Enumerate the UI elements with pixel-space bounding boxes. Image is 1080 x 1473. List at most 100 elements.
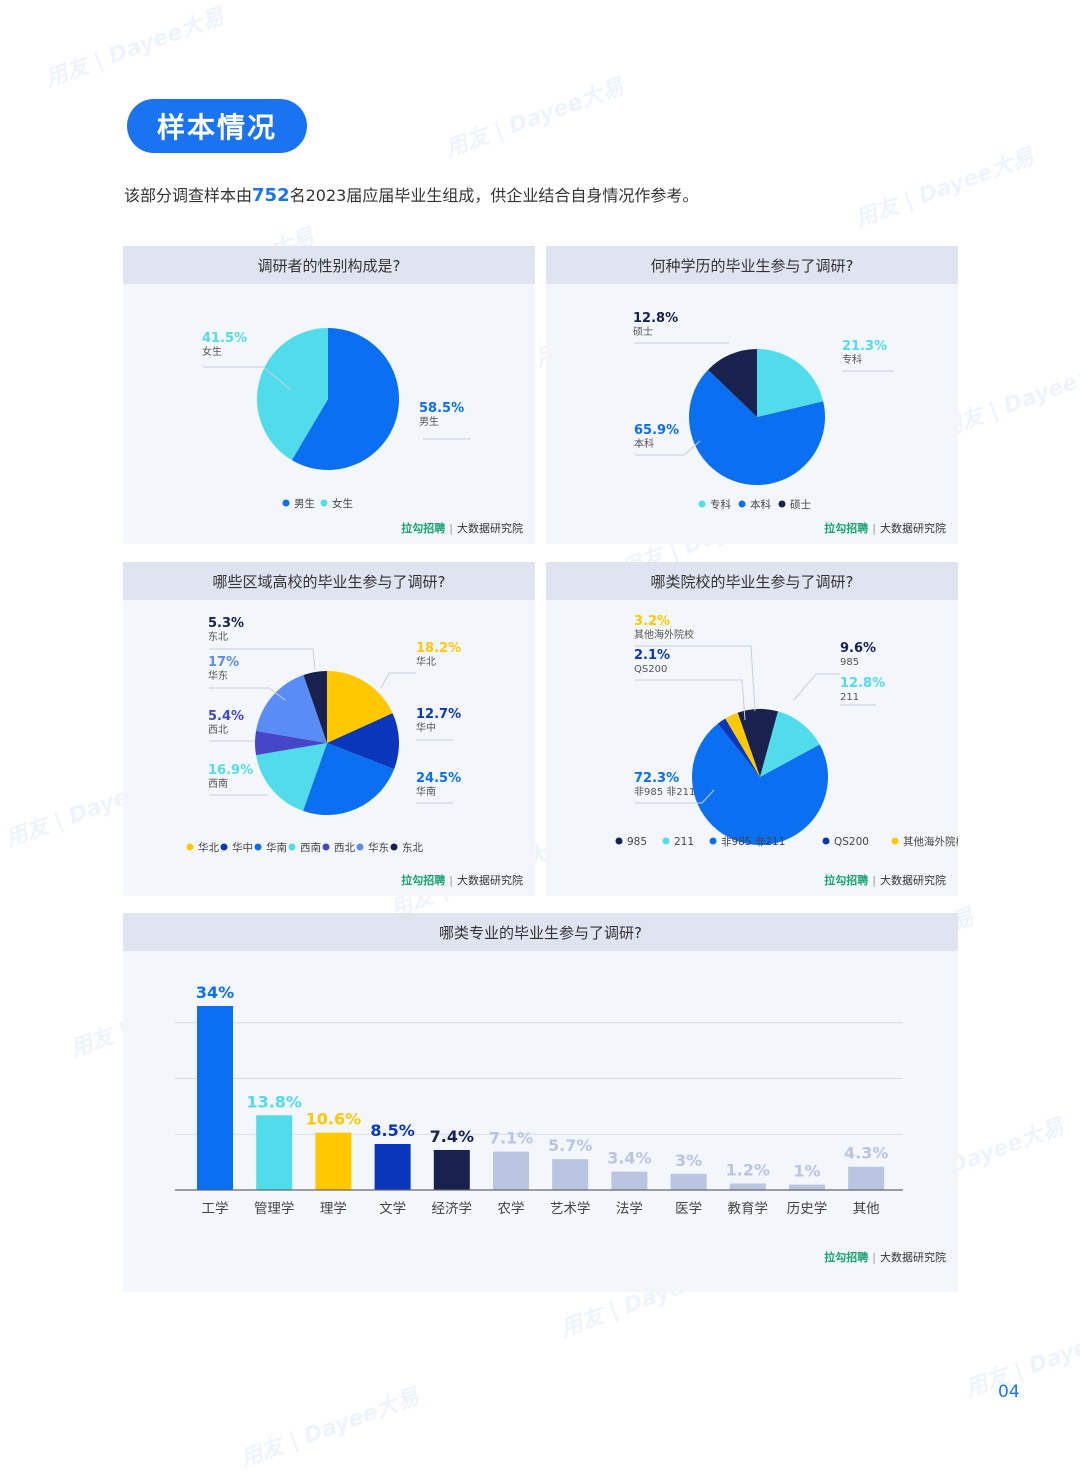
slice-category-label: 男生 bbox=[419, 415, 439, 428]
brand-separator: | bbox=[872, 1250, 876, 1264]
legend-label: 男生 bbox=[294, 497, 315, 510]
x-tick-label: 农学 bbox=[498, 1201, 525, 1217]
x-tick-label: 工学 bbox=[202, 1201, 229, 1217]
leader-line bbox=[635, 679, 746, 721]
education-chart-panel: 何种学历的毕业生参与了调研? 21.3% 专科 65.9% 本科 12.8% 硕士 专科 本科… bbox=[546, 246, 958, 544]
x-tick-label: 法学 bbox=[616, 1201, 643, 1217]
major-chart-panel: 哪类专业的毕业生参与了调研? 34% 工学 13.8% 管理学 10.6% 理学 8.5% 文… bbox=[123, 913, 958, 1292]
slice-value-label: 72.3% bbox=[634, 771, 679, 786]
pie-slice bbox=[327, 713, 400, 770]
slice-category-label: 华东 bbox=[208, 669, 228, 682]
pie-slice bbox=[256, 743, 327, 811]
brand-unit: 大数据研究院 bbox=[880, 522, 946, 535]
leader-line bbox=[635, 440, 701, 456]
leader-line bbox=[203, 366, 292, 391]
watermark: 用友 | Dayee大易 bbox=[852, 144, 1038, 233]
leader-line bbox=[635, 789, 715, 804]
major-bar-chart: 34% 工学 13.8% 管理学 10.6% 理学 8.5% 文学 7.4% 经济学 7.1% 农学 5… bbox=[175, 983, 903, 1217]
slice-value-label: 58.5% bbox=[419, 401, 464, 416]
pie-slice bbox=[725, 712, 760, 777]
legend-dot bbox=[698, 500, 706, 508]
legend-dot bbox=[709, 837, 717, 845]
leader-line bbox=[380, 672, 416, 689]
legend-dot bbox=[738, 500, 746, 508]
brand-name: 拉勾招聘 bbox=[824, 1251, 869, 1264]
legend-label: 东北 bbox=[402, 841, 423, 854]
x-tick-label: 文学 bbox=[379, 1201, 406, 1217]
slice-category-label: 其他海外院校 bbox=[634, 628, 694, 641]
slice-category-label: 专科 bbox=[842, 353, 862, 366]
bar-value-label: 3.4% bbox=[607, 1149, 651, 1168]
legend-label: 其他海外院校 bbox=[903, 835, 958, 848]
legend-label: QS200 bbox=[834, 836, 869, 848]
pie-slice bbox=[760, 711, 820, 777]
slice-value-label: 9.6% bbox=[840, 641, 876, 656]
slice-value-label: 2.1% bbox=[634, 648, 670, 663]
bar-value-label: 13.8% bbox=[246, 1092, 302, 1111]
brand-unit: 大数据研究院 bbox=[880, 1251, 946, 1264]
watermark: 用友 | Dayee大易 bbox=[237, 1384, 423, 1473]
chart-title: 何种学历的毕业生参与了调研? bbox=[546, 246, 958, 284]
bar bbox=[670, 1173, 707, 1190]
page-number: 04 bbox=[998, 1382, 1020, 1402]
slice-value-label: 18.2% bbox=[416, 641, 461, 656]
slice-category-label: 非985 非211 bbox=[634, 786, 695, 798]
slice-category-label: 西南 bbox=[208, 777, 228, 790]
legend-dot bbox=[282, 499, 290, 507]
brand-name: 拉勾招聘 bbox=[401, 874, 446, 887]
watermark: 用友 | Dayee大易 bbox=[442, 74, 628, 163]
legend-label: 非985 非211 bbox=[721, 836, 785, 848]
slice-category-label: 华南 bbox=[416, 785, 436, 798]
pie-slice bbox=[303, 743, 395, 816]
brand-credit: 拉勾招聘 | 大数据研究院 bbox=[401, 872, 523, 888]
bar-value-label: 7.4% bbox=[430, 1127, 474, 1146]
pie-slice bbox=[708, 349, 757, 417]
legend-label: 华南 bbox=[266, 841, 287, 854]
bar bbox=[374, 1144, 411, 1190]
pie-slice bbox=[757, 349, 824, 417]
intro-after: 名2023届应届毕业生组成，供企业结合自身情况作参考。 bbox=[289, 186, 699, 205]
legend-label: 西北 bbox=[334, 842, 355, 854]
legend-label: 华东 bbox=[368, 841, 389, 854]
bar-value-label: 5.7% bbox=[548, 1136, 592, 1155]
slice-value-label: 5.3% bbox=[208, 616, 244, 631]
x-tick-label: 医学 bbox=[675, 1201, 702, 1217]
bar bbox=[848, 1166, 885, 1190]
legend-label: 西南 bbox=[300, 841, 321, 854]
legend-dot bbox=[822, 837, 830, 845]
bar bbox=[493, 1151, 529, 1190]
legend-dot bbox=[390, 843, 398, 851]
bar bbox=[611, 1171, 648, 1190]
bar-value-label: 1.2% bbox=[726, 1161, 770, 1180]
legend-dot bbox=[615, 837, 623, 845]
legend-dot bbox=[778, 500, 786, 508]
section-title: 样本情况 bbox=[127, 99, 307, 153]
slice-category-label: 东北 bbox=[208, 630, 228, 643]
brand-credit: 拉勾招聘 | 大数据研究院 bbox=[401, 520, 523, 536]
legend-dot bbox=[288, 843, 296, 851]
school-type-chart-panel: 哪类院校的毕业生参与了调研? 9.6% 985 12.8% 211 72.3% 非985 … bbox=[546, 562, 958, 896]
chart-title: 哪些区域高校的毕业生参与了调研? bbox=[123, 562, 535, 600]
bar bbox=[789, 1184, 825, 1190]
slice-category-label: 985 bbox=[840, 657, 859, 668]
legend-label: 女生 bbox=[332, 497, 353, 510]
pie-slice bbox=[737, 708, 779, 777]
brand-separator: | bbox=[449, 521, 453, 535]
chart-title: 调研者的性别构成是? bbox=[123, 246, 535, 284]
intro-before: 该部分调查样本由 bbox=[124, 186, 253, 205]
bar bbox=[552, 1159, 589, 1190]
brand-credit: 拉勾招聘 | 大数据研究院 bbox=[824, 520, 946, 536]
bar-value-label: 4.3% bbox=[844, 1144, 888, 1163]
bar bbox=[315, 1132, 352, 1190]
legend-label: 985 bbox=[627, 836, 647, 848]
brand-separator: | bbox=[872, 521, 876, 535]
slice-value-label: 16.9% bbox=[208, 763, 253, 778]
brand-credit: 拉勾招聘 | 大数据研究院 bbox=[824, 872, 946, 888]
chart-title: 哪类院校的毕业生参与了调研? bbox=[546, 562, 958, 600]
bar-value-label: 8.5% bbox=[370, 1121, 414, 1140]
pie-slice bbox=[256, 674, 327, 743]
pie-slice bbox=[254, 730, 327, 756]
intro-text: 该部分调查样本由752名2023届应届毕业生组成，供企业结合自身情况作参考。 bbox=[124, 182, 698, 206]
brand-separator: | bbox=[449, 873, 453, 887]
x-tick-label: 理学 bbox=[320, 1201, 347, 1217]
